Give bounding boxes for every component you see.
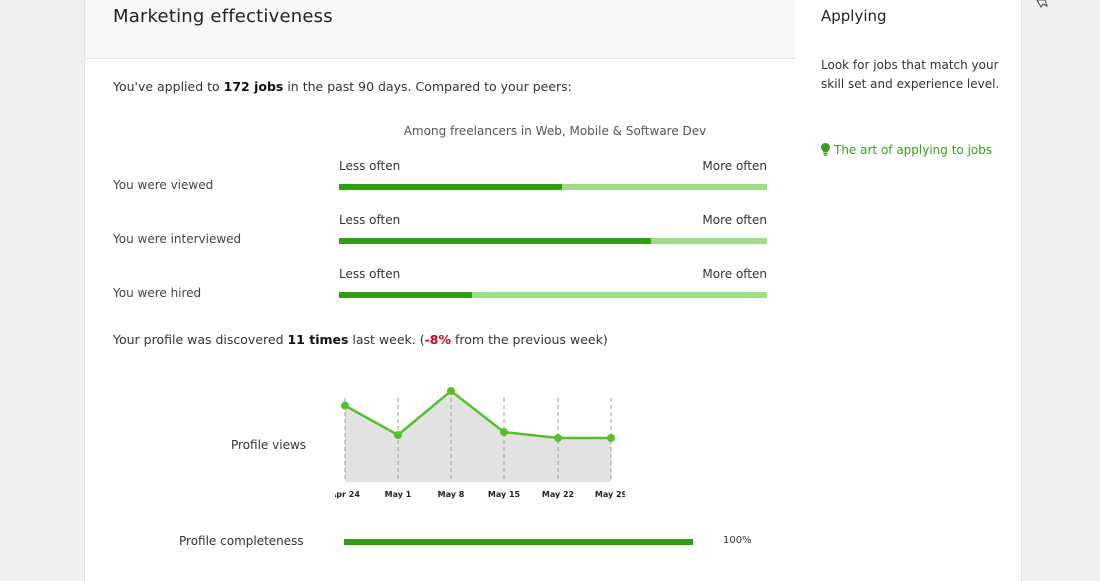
discovery-change: -8% [424,332,452,347]
chart-tick-label: May 22 [542,490,574,499]
more-often-label: More often [702,267,767,281]
lightbulb-icon [821,143,830,156]
chart-ylabel: Profile views [231,438,307,452]
chart-area [345,390,611,482]
metric-label-viewed: You were viewed [113,178,214,192]
art-of-applying-link[interactable]: The art of applying to jobs [821,141,1001,160]
applied-summary: You've applied to 172 jobs in the past 9… [113,79,572,94]
discovery-prefix: Your profile was discovered [113,332,288,347]
chart-point [447,386,455,395]
metric-label-interviewed: You were interviewed [113,232,242,246]
chart-tick-label: May 15 [488,490,521,499]
applied-count: 172 jobs [223,79,284,94]
discovery-middle: last week. ( [348,332,425,347]
chart-tick-label: May 29 [595,490,625,499]
card-header: Marketing effectiveness [85,0,795,59]
sidebar-title: Applying [821,7,887,25]
discovery-summary: Your profile was discovered 11 times las… [113,332,608,347]
discovery-suffix: from the previous week) [451,332,608,347]
chart-tick-label: May 8 [438,490,465,499]
more-often-label: More often [702,213,767,227]
page-title: Marketing effectiveness [113,6,333,27]
chart-point [341,401,349,410]
metric-label-hired: You were hired [113,286,202,300]
chart-point [394,431,402,439]
completeness-value: 100% [723,535,752,546]
mouse-cursor-icon [1036,0,1048,8]
interviewed-bar-fill [339,238,652,244]
less-often-label: Less often [339,213,401,227]
chart-point [607,433,615,442]
chart-point [554,433,562,442]
completeness-bar-fill [344,539,693,545]
chart-series-line [344,389,611,440]
applied-suffix: in the past 90 days. Compared to your pe… [283,79,572,94]
more-often-label: More often [702,159,767,173]
hired-bar-fill [339,292,472,298]
viewed-bar [339,184,767,190]
hired-bar [339,292,767,298]
interviewed-bar [339,238,767,244]
marketing-card: Marketing effectiveness You've applied t… [84,0,796,581]
chart-tick-label: Apr 24 [335,490,360,499]
completeness-bar [344,539,693,545]
chart-tick-label: May 1 [385,490,412,499]
art-of-applying-link-text[interactable]: The art of applying to jobs [834,143,993,157]
less-often-label: Less often [339,159,401,173]
completeness-label: Profile completeness [179,534,304,548]
chart-point [500,428,508,437]
less-often-label: Less often [339,267,401,281]
sidebar-description: Look for jobs that match your skill set … [821,58,1000,91]
peer-group-label: Among freelancers in Web, Mobile & Softw… [403,124,707,138]
viewed-bar-fill [339,184,562,190]
profile-views-chart: Apr 24 May 1 May 8 May 15 May 22 May 29 [335,386,625,499]
applied-prefix: You've applied to [113,79,224,94]
discovery-count: 11 times [287,332,349,347]
applying-sidebar: Applying Look for jobs that match your s… [795,0,1022,581]
